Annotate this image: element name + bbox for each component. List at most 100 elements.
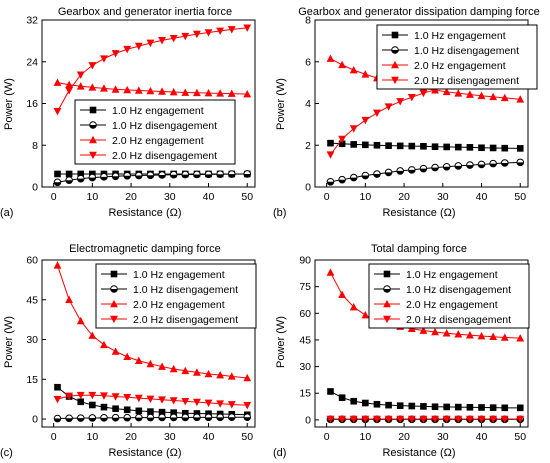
x-tick-label-c-5: 50: [241, 431, 253, 443]
data-point-c-2-9: [158, 362, 166, 370]
data-point-c-1-10: [169, 413, 178, 422]
data-point-b-0-15: [501, 144, 509, 152]
x-tick-label-c-3: 30: [164, 431, 176, 443]
data-point-c-2-16: [243, 373, 252, 382]
data-point-a-1-13: [204, 170, 213, 179]
y-tick-label-b-3: 6: [305, 56, 311, 68]
data-point-b-1-4: [373, 170, 381, 178]
plot-frame-d: [314, 259, 529, 428]
y-tick-label-b-0: 0: [305, 182, 311, 194]
data-point-a-2-1: [65, 80, 74, 89]
data-point-b-2-10: [442, 87, 451, 96]
data-point-c-0-7: [135, 407, 143, 415]
data-point-d-3-2: [349, 415, 358, 424]
plot-frame-c: [41, 259, 256, 428]
x-tick-label-b-5: 50: [514, 191, 526, 203]
data-point-c-3-16: [243, 401, 252, 410]
data-point-c-3-12: [193, 398, 201, 407]
data-point-a-1-12: [193, 170, 201, 179]
data-point-c-0-11: [181, 409, 189, 417]
data-point-b-0-13: [478, 144, 485, 152]
y-tick-label-b-2: 4: [305, 98, 311, 110]
data-point-a-2-0: [53, 78, 62, 86]
data-point-c-1-0: [53, 414, 62, 423]
x-tick-label-d-4: 40: [476, 431, 488, 443]
data-point-d-2-15: [500, 333, 509, 341]
data-point-a-2-10: [169, 87, 178, 96]
data-point-b-3-6: [396, 98, 405, 106]
data-point-a-2-12: [193, 88, 201, 97]
data-point-a-1-16: [243, 170, 252, 178]
data-point-b-1-8: [419, 164, 428, 173]
data-point-a-1-10: [169, 170, 178, 179]
data-point-b-1-9: [431, 163, 439, 172]
legend-label-a-1: 1.0 Hz disengagement: [112, 120, 217, 132]
data-point-d-2-10: [442, 329, 451, 337]
data-point-a-1-15: [227, 170, 236, 178]
data-point-c-1-12: [193, 413, 201, 422]
x-axis-label-c: Resistance (Ω): [108, 447, 181, 459]
data-point-b-0-4: [373, 141, 381, 149]
data-point-b-0-1: [338, 140, 346, 148]
legend-label-d-0: 1.0 Hz engagement: [406, 269, 498, 281]
data-point-a-2-6: [123, 85, 132, 94]
data-point-a-2-5: [111, 85, 120, 93]
data-point-a-2-3: [88, 83, 97, 91]
data-point-c-1-15: [227, 413, 236, 421]
legend-box-a: [74, 99, 236, 165]
data-point-c-3-2: [76, 391, 85, 400]
data-point-b-3-2: [349, 125, 358, 133]
y-tick-label-b-1: 2: [305, 140, 311, 152]
x-tick-label-a-3: 30: [164, 191, 176, 203]
data-point-c-2-5: [111, 347, 120, 355]
data-point-a-3-8: [146, 39, 155, 48]
data-point-b-3-8: [419, 89, 428, 98]
data-point-b-2-13: [477, 91, 486, 100]
data-point-b-3-1: [338, 135, 347, 144]
legend-label-a-0: 1.0 Hz engagement: [112, 105, 204, 117]
data-point-c-1-9: [158, 413, 166, 422]
data-point-d-0-3: [362, 399, 369, 407]
legend-label-c-2: 2.0 Hz engagement: [133, 299, 225, 311]
x-tick-label-b-3: 30: [437, 191, 449, 203]
data-point-b-2-1: [338, 60, 347, 69]
panel-label-d: (d): [273, 447, 286, 459]
legend-marker-b-0: [391, 31, 399, 39]
data-point-a-3-11: [181, 32, 190, 41]
data-point-c-3-10: [169, 397, 178, 405]
data-point-d-3-10: [442, 415, 451, 424]
data-point-d-2-8: [419, 326, 428, 334]
data-point-b-3-3: [361, 116, 370, 125]
data-point-d-2-1: [338, 290, 347, 298]
legend-marker-b-3: [391, 76, 399, 85]
data-point-a-1-8: [146, 171, 155, 180]
legend-label-b-2: 2.0 Hz engagement: [414, 60, 506, 72]
y-tick-label-d-1: 15: [299, 388, 311, 400]
x-axis-label-d: Resistance (Ω): [382, 447, 455, 459]
legend-marker-a-0: [89, 106, 97, 114]
data-point-d-3-5: [384, 415, 393, 424]
data-point-a-2-8: [146, 86, 155, 95]
data-point-a-3-2: [76, 71, 85, 79]
data-point-c-2-3: [88, 331, 97, 339]
legend-marker-a-3: [89, 151, 97, 160]
data-point-a-2-7: [134, 86, 143, 94]
data-point-c-1-8: [146, 413, 155, 422]
x-tick-label-d-3: 30: [437, 431, 449, 443]
data-point-a-3-5: [111, 50, 120, 58]
data-point-a-1-0: [53, 178, 62, 187]
data-point-c-3-14: [216, 400, 225, 408]
data-point-c-3-1: [65, 392, 74, 401]
chart-title-c: Electromagnetic damping force: [69, 243, 221, 255]
y-axis-label-b: Power (W): [275, 78, 287, 130]
data-point-a-3-10: [169, 34, 178, 43]
data-point-b-0-10: [443, 143, 450, 151]
data-point-c-0-0: [54, 383, 61, 391]
legend-label-d-2: 2.0 Hz engagement: [406, 299, 498, 311]
data-point-d-0-10: [443, 403, 450, 411]
y-tick-label-c-4: 60: [26, 255, 38, 267]
legend-box-b: [376, 24, 538, 90]
y-tick-label-c-0: 0: [32, 414, 38, 426]
data-point-b-2-15: [500, 93, 509, 102]
legend-label-b-3: 2.0 Hz disengagement: [414, 75, 519, 87]
